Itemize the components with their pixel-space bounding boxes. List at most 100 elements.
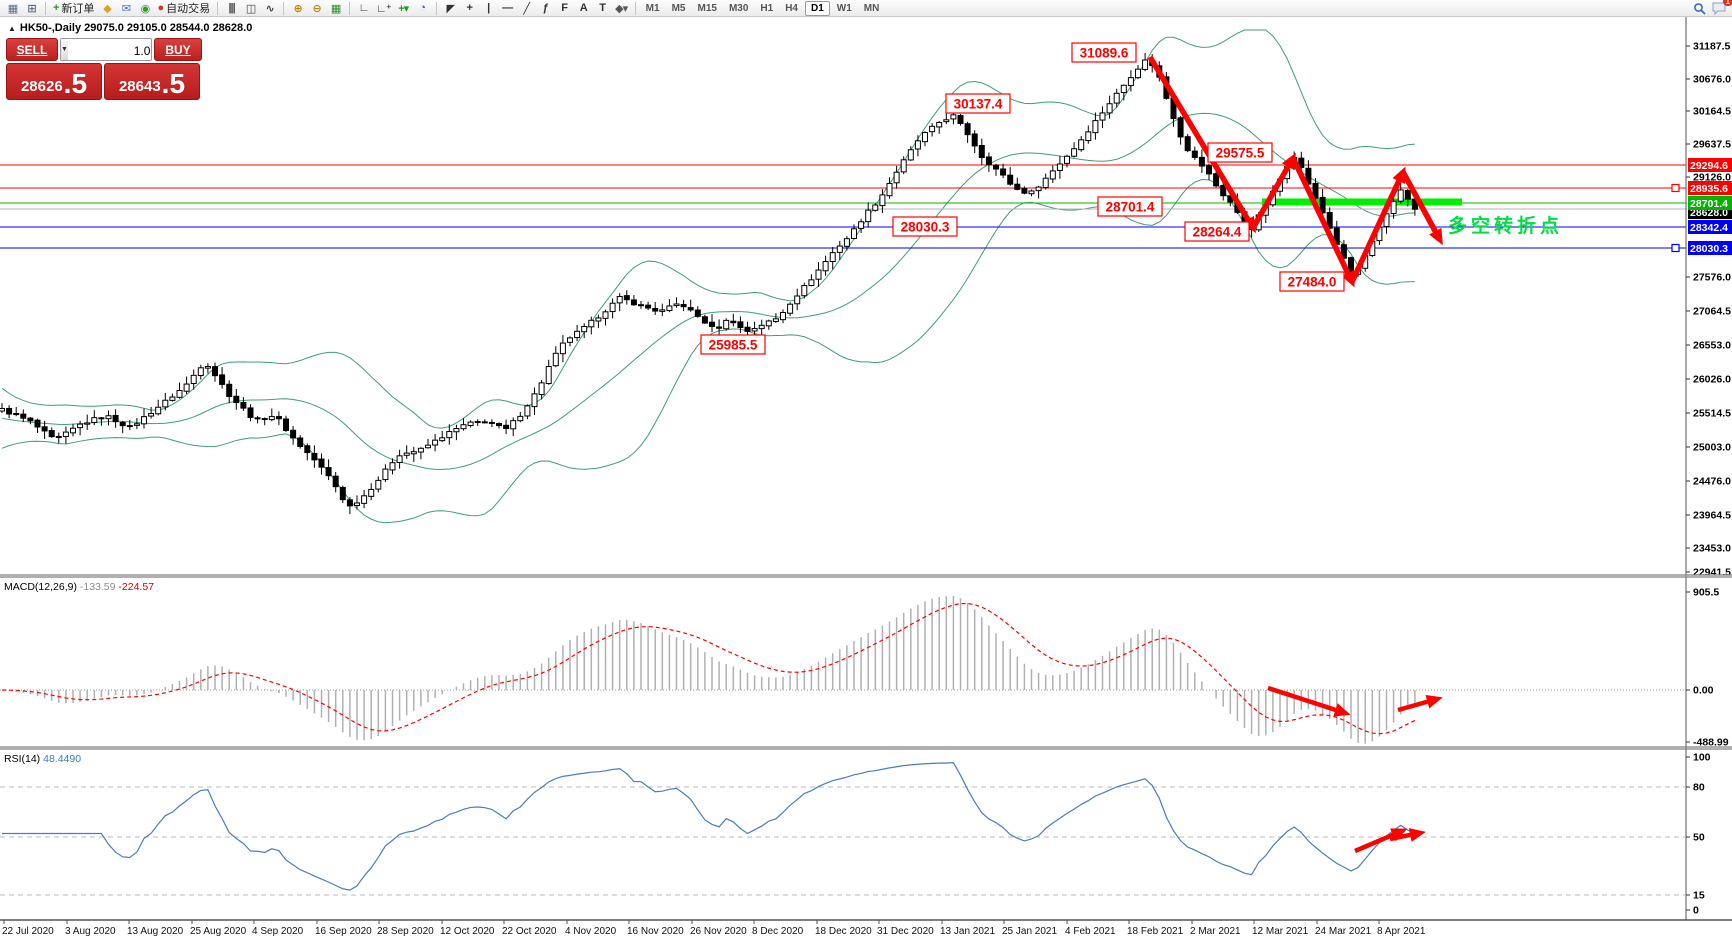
price-callout-box <box>1184 221 1250 242</box>
candle-body <box>971 133 978 147</box>
turning-point-annotation: 多空转折点 <box>1448 214 1563 237</box>
tile-windows-icon[interactable]: ▦ <box>327 1 344 16</box>
time-axis-label: 3 Aug 2020 <box>65 926 116 937</box>
candle-body <box>879 194 886 207</box>
label-icon[interactable]: T <box>594 1 611 16</box>
buy-price-button[interactable]: 28643 .5 <box>104 63 200 100</box>
collapse-panel-icon[interactable]: ▲ <box>8 24 16 33</box>
autotrade-button[interactable]: ● 自动交易 <box>155 1 212 16</box>
history-center-icon[interactable]: ✉ <box>117 1 134 16</box>
candle-body <box>730 320 737 324</box>
chart-window-icon: ▦ <box>7 2 18 15</box>
candle-body <box>652 307 659 312</box>
candle-body <box>794 295 801 305</box>
candle-body <box>133 423 140 426</box>
trend-arrow <box>1250 152 1296 230</box>
community-icon[interactable]: ◉ <box>136 1 153 16</box>
candle-body <box>567 337 573 343</box>
price-callout-text: 28030.3 <box>901 220 950 235</box>
timeframe-M5-button[interactable]: M5 <box>671 2 686 14</box>
bar-chart-icon: ||| <box>228 2 235 14</box>
candle-body <box>6 407 13 415</box>
price-axis-label: 29637.5 <box>1693 139 1731 151</box>
cursor-icon[interactable]: ◤ <box>442 1 459 16</box>
community-icon: ◉ <box>140 2 151 15</box>
timeframe-MN-button[interactable]: MN <box>863 2 880 14</box>
ingot-icon[interactable]: ◆ <box>98 1 115 16</box>
trendline-icon[interactable]: ╱ <box>518 1 535 16</box>
chat-icon[interactable]: 1 <box>1710 0 1732 16</box>
candle-body <box>602 311 609 319</box>
price-axis-label: 26026.0 <box>1693 374 1731 386</box>
candle-body <box>673 303 680 307</box>
bar-chart-icon[interactable]: ||| <box>223 1 240 16</box>
vline-icon[interactable]: | <box>480 1 497 16</box>
candle-body <box>1085 131 1092 142</box>
candle-body <box>914 140 921 150</box>
add-indicator-icon[interactable]: +▾ <box>395 1 412 16</box>
zoom-out-icon[interactable]: ⊖ <box>308 1 325 16</box>
timeframe-M1-button[interactable]: M1 <box>645 2 660 14</box>
macd-indicator-label: MACD(12,26,9) -133.59 -224.57 <box>4 581 154 593</box>
fibo-icon: ƒ <box>542 2 549 14</box>
time-axis-label: 25 Jan 2021 <box>1002 926 1057 937</box>
text-icon[interactable]: A <box>575 1 592 16</box>
indicators-add-icon[interactable]: ∟⁺ <box>374 1 393 16</box>
candle-body <box>62 431 69 438</box>
price-badge-text: 28342.4 <box>1690 222 1728 234</box>
toolbar-separator <box>435 1 437 15</box>
shapes-icon[interactable]: ◆▾ <box>613 1 630 16</box>
hline-icon[interactable]: — <box>499 1 516 16</box>
candle-body <box>346 499 353 507</box>
candle-body <box>467 421 474 427</box>
candle-body <box>623 295 630 301</box>
price-callout-label: 29575.5 <box>1207 142 1273 163</box>
autotrade-button: ● <box>157 2 164 14</box>
sell-button[interactable]: SELL <box>6 38 58 61</box>
indicators-icon[interactable]: ∟ <box>355 1 372 16</box>
candle-body <box>1184 136 1191 152</box>
time-axis-label: 28 Sep 2020 <box>377 926 434 937</box>
candle-body <box>446 431 453 439</box>
sell-price-button[interactable]: 28626 .5 <box>6 63 102 100</box>
zoom-in-icon[interactable]: ⊕ <box>289 1 306 16</box>
candle-body <box>126 425 133 428</box>
crosshair-icon[interactable]: + <box>461 1 478 16</box>
zoom-out-icon: ⊖ <box>312 2 321 15</box>
timeframe-M30-button[interactable]: M30 <box>728 2 749 14</box>
fibo-icon[interactable]: ƒ <box>537 1 554 16</box>
candle-body <box>1092 120 1099 134</box>
candle-body <box>772 318 779 322</box>
candle-body <box>481 421 488 424</box>
time-axis-label: 16 Sep 2020 <box>315 926 372 937</box>
line-chart-icon[interactable]: ∿ <box>261 1 278 16</box>
price-callout-box <box>945 93 1011 114</box>
text-icon: A <box>579 2 588 14</box>
trend-arrow <box>1290 156 1355 288</box>
fibo-fan-icon[interactable]: F <box>556 1 573 16</box>
timeframe-H1-button[interactable]: H1 <box>760 2 774 14</box>
candle-body <box>91 417 98 423</box>
candle-body <box>453 428 460 433</box>
timeframe-H4-button[interactable]: H4 <box>785 2 798 14</box>
timeframe-D1-button[interactable]: D1 <box>804 0 830 16</box>
candle-body <box>978 144 985 159</box>
candle-chart-icon[interactable]: ◫ <box>242 1 259 16</box>
volume-decrease-button[interactable]: ▼ <box>61 39 68 60</box>
clock-icon[interactable]: ◔ <box>414 1 431 16</box>
candle-body <box>361 495 368 504</box>
search-icon[interactable] <box>1691 1 1708 16</box>
timeframe-W1-button[interactable]: W1 <box>836 2 852 14</box>
candle-body <box>197 367 204 377</box>
new-order-button[interactable]: + 新订单 <box>51 1 96 16</box>
time-axis-label: 4 Sep 2020 <box>252 926 304 937</box>
timeframe-M15-button[interactable]: M15 <box>697 2 717 14</box>
tick-chart-icon[interactable]: ⊞ <box>23 1 40 16</box>
sell-price-main: 28626 <box>20 78 63 95</box>
candle-body <box>375 479 382 490</box>
line-chart-icon: ∿ <box>265 2 274 15</box>
chart-window-icon[interactable]: ▦ <box>4 1 21 16</box>
volume-input[interactable] <box>67 39 151 60</box>
buy-button[interactable]: BUY <box>154 38 202 61</box>
